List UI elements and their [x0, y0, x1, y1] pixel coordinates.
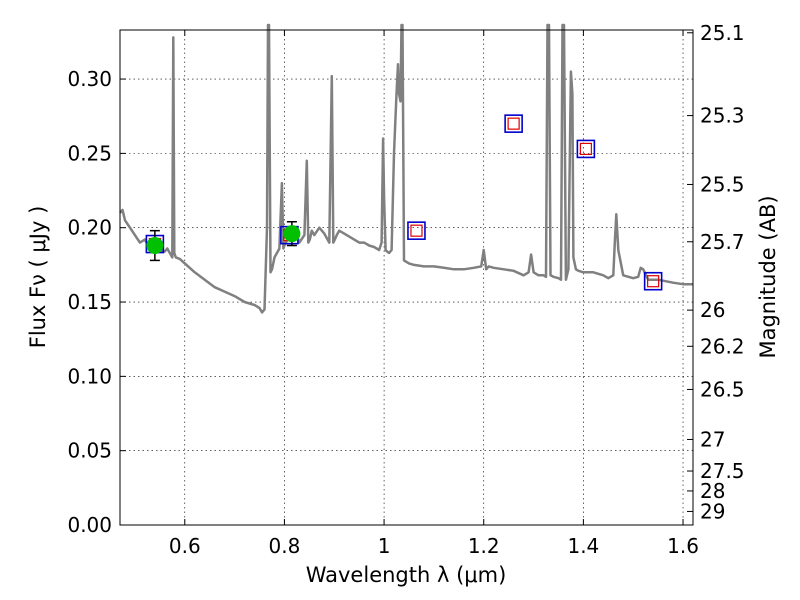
mag-tick-label: 25.1 [700, 21, 745, 45]
model-band-square [576, 139, 596, 159]
observed-series [146, 221, 301, 262]
x-axis: 0.6 0.8 1 1.2 1.4 1.6 [169, 30, 699, 558]
model-band-square [504, 114, 523, 133]
x-tick-label: 1.6 [667, 534, 699, 558]
mag-tick-label: 26.2 [700, 334, 745, 358]
x-tick-label: 1.4 [567, 534, 599, 558]
mag-tick-label: 25.7 [700, 230, 745, 254]
model-band-inner [507, 117, 520, 130]
x-tick-label: 0.6 [169, 534, 201, 558]
y-tick-label: 0.30 [67, 67, 112, 91]
model-band-inner [647, 275, 660, 288]
plot-frame [119, 29, 694, 526]
mag-tick-label: 25.5 [700, 172, 745, 196]
mag-tick-label: 27 [700, 427, 725, 451]
y-tick-label: 0.15 [67, 290, 112, 314]
y-tick-label: 0.10 [67, 364, 112, 388]
x-tick-label: 1.2 [468, 534, 500, 558]
model-band-inner [579, 142, 592, 156]
y-axis-label: Flux Fν ( μJy ) [26, 206, 50, 349]
x-tick-label: 0.8 [269, 534, 301, 558]
mag-tick-label: 25.3 [700, 104, 745, 128]
mag-tick-label: 27.5 [700, 459, 745, 483]
y-tick-label: 0.00 [67, 513, 112, 537]
spectrum-series [119, 23, 693, 314]
y-axis-left: 0.00 0.05 0.10 0.15 0.20 0.25 0.30 [67, 67, 126, 537]
model-band-square [407, 221, 426, 240]
spectrum-line [119, 23, 693, 314]
observed-point [146, 237, 164, 255]
mag-tick-label: 29 [700, 499, 725, 523]
y-tick-label: 0.20 [67, 216, 112, 240]
mag-tick-label: 26 [700, 298, 725, 322]
y-axis-right-label: Magnitude (AB) [756, 195, 780, 358]
y-tick-label: 0.05 [67, 439, 112, 463]
observed-point [283, 225, 301, 243]
x-axis-label: Wavelength λ (μm) [306, 563, 507, 587]
y-tick-label: 0.25 [67, 141, 112, 165]
mag-tick-label: 26.5 [700, 377, 745, 401]
model-band-square [643, 271, 663, 291]
mag-tick-label: 28 [700, 479, 725, 503]
x-tick-label: 1 [378, 534, 391, 558]
model-band-inner [410, 224, 423, 237]
